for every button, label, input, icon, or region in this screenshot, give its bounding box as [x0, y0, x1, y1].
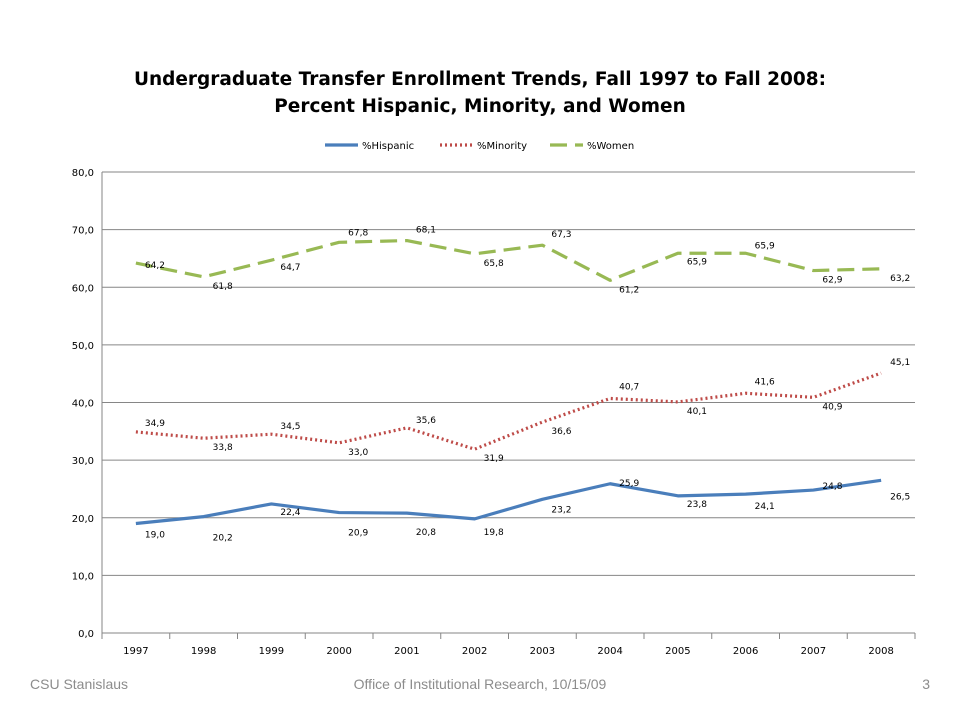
- data-label: 61,2: [619, 285, 639, 295]
- data-label: 22,4: [280, 508, 300, 518]
- y-tick-label: 50,0: [72, 341, 94, 352]
- data-label: 19,8: [484, 528, 504, 538]
- legend-label: %Women: [587, 141, 634, 152]
- data-label: 65,9: [687, 257, 707, 267]
- data-label: 19,0: [145, 531, 165, 541]
- y-tick-label: 40,0: [72, 399, 94, 410]
- series-line-2: [135, 371, 882, 451]
- data-label: 35,6: [416, 416, 436, 426]
- data-label: 26,5: [890, 492, 910, 502]
- chart-subtitle: Percent Hispanic, Minority, and Women: [274, 96, 686, 117]
- data-label: 23,2: [551, 505, 571, 515]
- data-label: 67,3: [551, 230, 571, 240]
- chart-title-block: Undergraduate Transfer Enrollment Trends…: [0, 66, 960, 120]
- y-tick-label: 80,0: [72, 168, 94, 179]
- footer-source: Office of Institutional Research, 10/15/…: [353, 676, 607, 692]
- x-tick-label: 2002: [462, 646, 487, 657]
- data-label: 61,8: [213, 282, 233, 292]
- chart-title: Undergraduate Transfer Enrollment Trends…: [133, 69, 827, 90]
- page-number: 3: [922, 676, 930, 692]
- data-label: 20,8: [416, 528, 436, 538]
- data-label: 40,9: [822, 402, 842, 412]
- data-label: 65,9: [755, 241, 775, 251]
- y-tick-label: 20,0: [72, 514, 94, 525]
- data-label: 23,8: [687, 500, 707, 510]
- series-line-3: [135, 238, 882, 282]
- data-label: 45,1: [890, 358, 910, 368]
- x-tick-label: 1997: [123, 646, 148, 657]
- y-tick-label: 0,0: [78, 629, 94, 640]
- x-tick-label: 2000: [326, 646, 351, 657]
- x-tick-label: 1999: [259, 646, 284, 657]
- x-tick-label: 2005: [665, 646, 690, 657]
- data-label: 63,2: [890, 274, 910, 284]
- x-tick-label: 2006: [733, 646, 758, 657]
- data-label: 33,8: [213, 443, 233, 453]
- data-label: 62,9: [822, 276, 842, 286]
- x-tick-label: 1998: [191, 646, 216, 657]
- data-label: 24,8: [822, 482, 842, 492]
- data-label: 20,2: [213, 534, 233, 544]
- chart-series: [135, 238, 882, 526]
- data-label: 34,9: [145, 419, 165, 429]
- x-tick-label: 2008: [868, 646, 893, 657]
- data-label: 68,1: [416, 226, 436, 236]
- chart-data-labels: 19,0 20,2 22,4 20,9 20,8 19,8 23,2 25,9 23,8 24,1…: [145, 226, 910, 544]
- legend-label: %Minority: [477, 141, 527, 152]
- data-label: 64,2: [145, 261, 165, 271]
- data-label: 24,1: [755, 502, 775, 512]
- chart-legend: %Hispanic %Minority %Women: [325, 141, 634, 152]
- chart-axes: 0,0 10,0 20,0 30,0 40,0 50,0 60,0 70,0 80,0 1997 1…: [72, 168, 916, 657]
- data-label: 65,8: [484, 259, 504, 269]
- x-tick-label: 2001: [394, 646, 419, 657]
- y-tick-label: 30,0: [72, 456, 94, 467]
- footer-org: CSU Stanislaus: [30, 676, 129, 692]
- data-label: 36,6: [551, 427, 571, 437]
- data-label: 40,1: [687, 407, 707, 417]
- y-tick-label: 10,0: [72, 571, 94, 582]
- data-label: 31,9: [484, 454, 504, 464]
- y-tick-label: 70,0: [72, 226, 94, 237]
- x-tick-label: 2004: [597, 646, 622, 657]
- data-label: 20,9: [348, 529, 368, 539]
- series-line-1: [135, 478, 882, 526]
- data-label: 41,6: [755, 377, 775, 387]
- x-tick-label: 2003: [530, 646, 555, 657]
- y-tick-label: 60,0: [72, 283, 94, 294]
- data-label: 33,0: [348, 448, 368, 458]
- data-label: 25,9: [619, 479, 639, 489]
- data-label: 34,5: [280, 422, 300, 432]
- data-label: 67,8: [348, 228, 368, 238]
- data-label: 64,7: [280, 263, 300, 273]
- legend-label: %Hispanic: [362, 141, 414, 152]
- chart-gridlines: [102, 171, 915, 634]
- x-tick-label: 2007: [801, 646, 826, 657]
- data-label: 40,7: [619, 382, 639, 392]
